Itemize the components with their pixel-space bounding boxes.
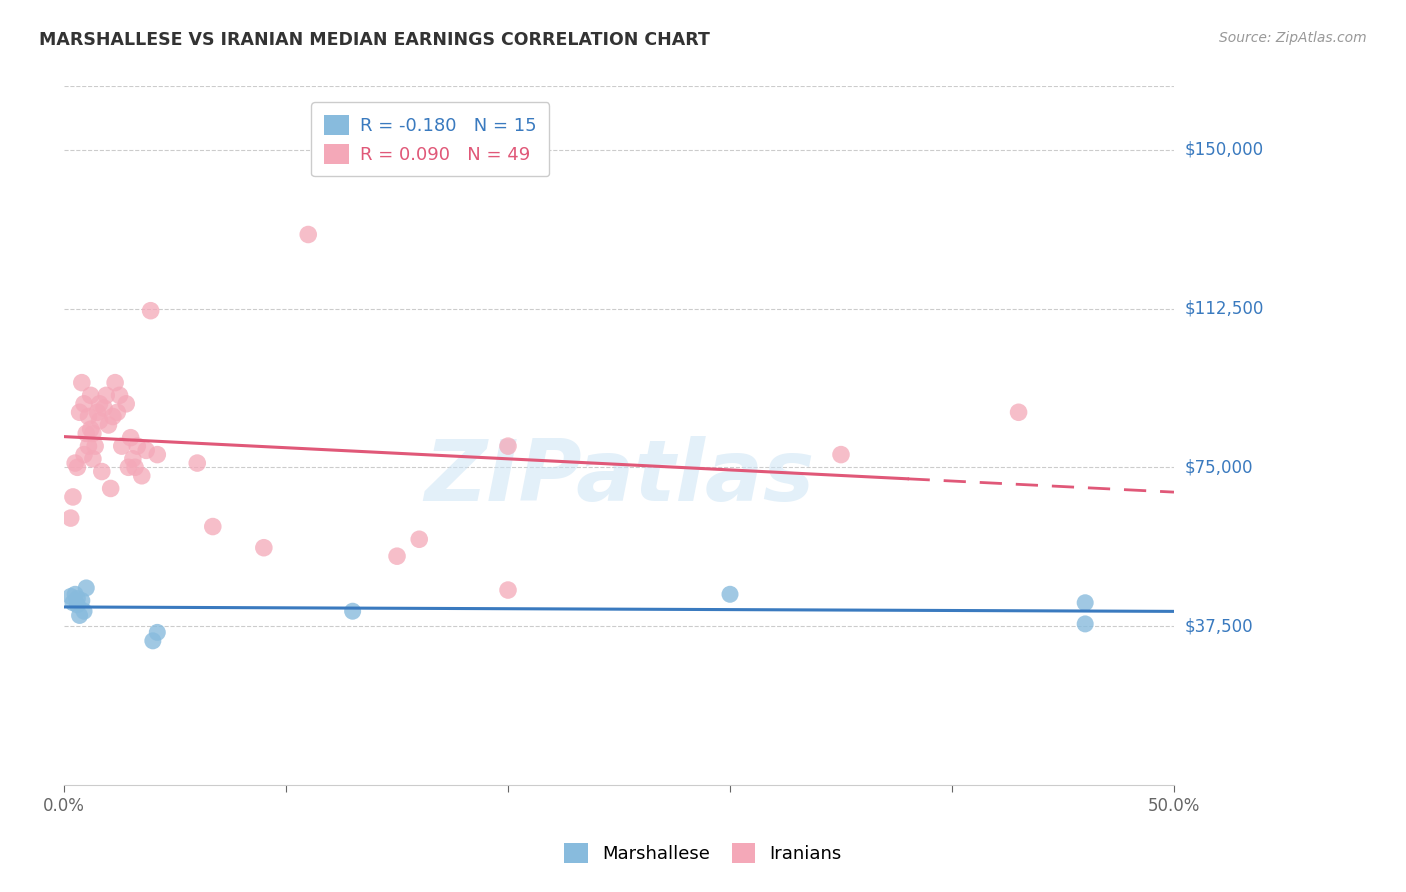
Point: [89, 397, 111, 411]
Point: [89, 414, 111, 428]
Point: [84, 439, 107, 453]
Point: [127, 439, 149, 453]
Legend: R = -0.180   N = 15, R = 0.090   N = 49: R = -0.180 N = 15, R = 0.090 N = 49: [311, 103, 550, 177]
Point: [201, 519, 224, 533]
Point: [66, 591, 89, 606]
Point: [496, 582, 519, 597]
Point: [82, 426, 104, 441]
Point: [139, 303, 162, 318]
Point: [108, 388, 131, 402]
Point: [73, 448, 96, 462]
Point: [115, 397, 138, 411]
Point: [1074, 616, 1097, 631]
Text: $150,000: $150,000: [1185, 141, 1264, 159]
Point: [111, 439, 134, 453]
Point: [86, 405, 108, 419]
Point: [66, 598, 89, 612]
Point: [80, 422, 103, 436]
Point: [69, 405, 91, 419]
Point: [75, 581, 97, 595]
Text: $37,500: $37,500: [1185, 617, 1254, 635]
Point: [80, 388, 103, 402]
Point: [146, 448, 169, 462]
Point: [70, 593, 93, 607]
Text: MARSHALLESE VS IRANIAN MEDIAN EARNINGS CORRELATION CHART: MARSHALLESE VS IRANIAN MEDIAN EARNINGS C…: [39, 31, 710, 49]
Text: $75,000: $75,000: [1185, 458, 1254, 476]
Point: [131, 468, 153, 483]
Point: [69, 608, 91, 623]
Text: $112,500: $112,500: [1185, 300, 1264, 318]
Point: [62, 490, 84, 504]
Point: [100, 482, 122, 496]
Point: [73, 397, 96, 411]
Point: [496, 439, 519, 453]
Text: ZIPatlas: ZIPatlas: [423, 436, 814, 519]
Point: [718, 587, 741, 601]
Point: [124, 460, 146, 475]
Point: [73, 604, 96, 618]
Point: [135, 443, 157, 458]
Point: [297, 227, 319, 242]
Point: [186, 456, 208, 470]
Point: [120, 431, 142, 445]
Point: [59, 511, 82, 525]
Point: [1074, 596, 1097, 610]
Point: [830, 448, 852, 462]
Point: [82, 451, 104, 466]
Point: [385, 549, 408, 564]
Point: [253, 541, 276, 555]
Point: [146, 625, 169, 640]
Point: [75, 426, 97, 441]
Point: [408, 533, 430, 547]
Point: [104, 376, 127, 390]
Point: [90, 465, 112, 479]
Point: [93, 401, 115, 415]
Point: [101, 409, 124, 424]
Point: [63, 456, 86, 470]
Point: [142, 633, 165, 648]
Point: [70, 376, 93, 390]
Text: Source: ZipAtlas.com: Source: ZipAtlas.com: [1219, 31, 1367, 45]
Point: [97, 417, 120, 432]
Point: [117, 460, 139, 475]
Point: [105, 405, 128, 419]
Point: [342, 604, 364, 618]
Point: [77, 409, 100, 424]
Point: [63, 587, 86, 601]
Point: [1007, 405, 1029, 419]
Point: [66, 460, 89, 475]
Point: [96, 388, 118, 402]
Legend: Marshallese, Iranians: Marshallese, Iranians: [555, 834, 851, 872]
Point: [59, 590, 82, 604]
Point: [62, 596, 84, 610]
Point: [77, 439, 100, 453]
Point: [122, 451, 145, 466]
